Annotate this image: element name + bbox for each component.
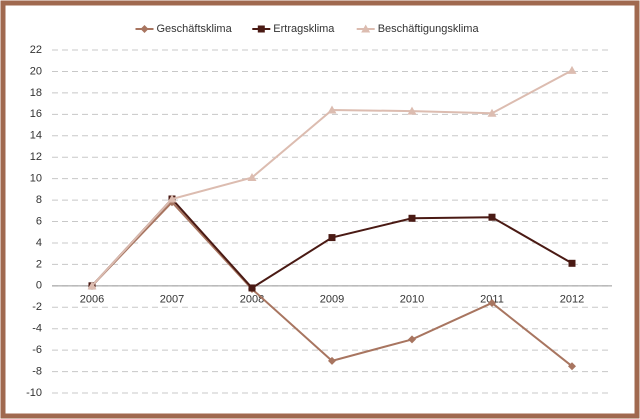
y-tick-label: 6 xyxy=(36,215,42,227)
data-point xyxy=(568,259,576,267)
legend-marker xyxy=(257,25,265,33)
y-tick-label: 2 xyxy=(36,258,42,270)
x-tick-label: 2008 xyxy=(240,294,264,306)
data-point xyxy=(87,281,97,290)
x-tick-label: 2009 xyxy=(320,294,344,306)
data-point xyxy=(167,194,177,203)
y-tick-label: 0 xyxy=(36,280,42,292)
x-tick-label: 2007 xyxy=(160,294,184,306)
y-tick-label: 8 xyxy=(36,194,42,206)
x-tick-label: 2006 xyxy=(80,294,104,306)
y-tick-label: -8 xyxy=(32,365,42,377)
y-tick-label: -6 xyxy=(32,344,42,356)
y-tick-label: 4 xyxy=(36,237,42,249)
y-tick-label: -2 xyxy=(32,301,42,313)
data-point xyxy=(327,105,337,114)
legend-label: Ertragsklima xyxy=(273,23,335,35)
data-point xyxy=(488,213,496,221)
y-tick-label: 12 xyxy=(30,151,42,163)
legend-label: Beschäftigungsklima xyxy=(378,23,480,35)
data-point xyxy=(567,65,577,74)
data-point xyxy=(247,173,257,182)
y-tick-label: 16 xyxy=(30,108,42,120)
data-point xyxy=(408,214,416,222)
x-tick-label: 2010 xyxy=(400,294,424,306)
y-tick-label: 10 xyxy=(30,173,42,185)
data-point xyxy=(328,234,336,242)
data-point xyxy=(328,356,336,365)
y-tick-label: 20 xyxy=(30,65,42,77)
y-tick-label: 18 xyxy=(30,87,42,99)
data-point xyxy=(407,106,417,115)
data-point xyxy=(408,335,416,344)
data-point xyxy=(248,284,256,292)
x-tick-label: 2012 xyxy=(560,294,584,306)
y-tick-label: -4 xyxy=(32,323,42,335)
legend-label: Geschäftsklima xyxy=(157,23,233,35)
y-tick-label: 22 xyxy=(30,44,42,56)
y-tick-label: -10 xyxy=(26,387,42,399)
y-tick-label: 14 xyxy=(30,130,42,142)
legend-marker xyxy=(361,24,371,33)
data-point xyxy=(488,298,496,307)
legend-marker xyxy=(140,25,149,33)
data-point xyxy=(487,108,497,117)
data-point xyxy=(568,362,576,371)
